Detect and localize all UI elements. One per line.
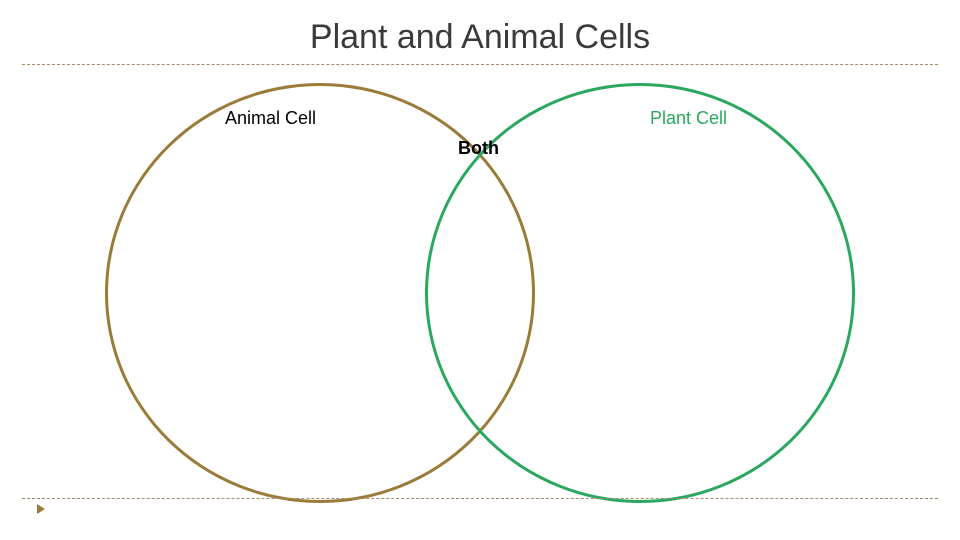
divider-bottom (22, 498, 938, 499)
label-plant-cell: Plant Cell (650, 108, 727, 129)
divider-top (22, 64, 938, 65)
label-both: Both (458, 138, 499, 159)
play-marker-icon (37, 504, 45, 514)
label-animal-cell: Animal Cell (225, 108, 316, 129)
slide: Plant and Animal Cells Animal Cell Both … (0, 0, 960, 540)
page-title: Plant and Animal Cells (0, 18, 960, 57)
